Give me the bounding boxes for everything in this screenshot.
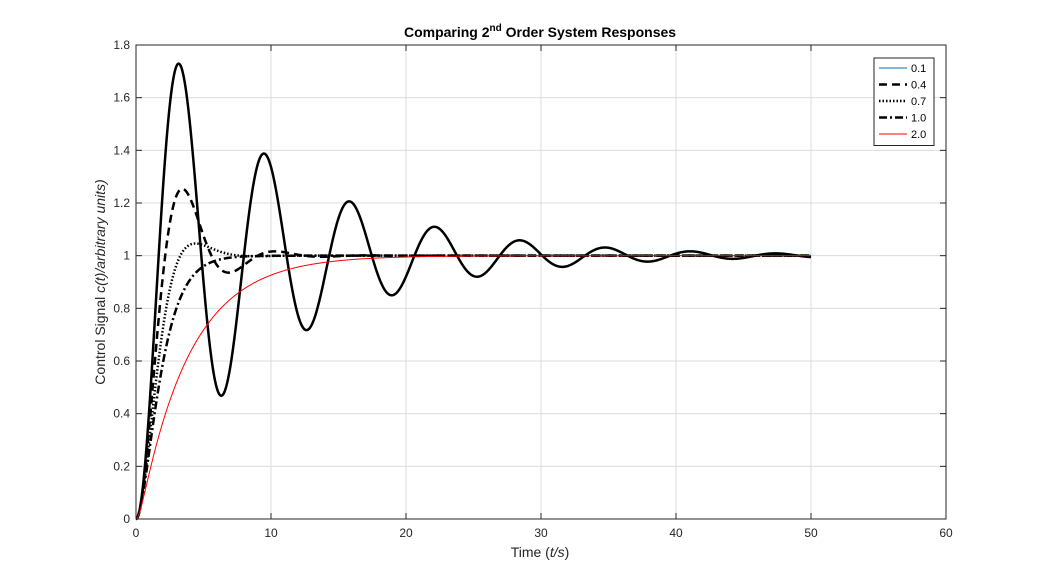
y-tick-label: 1 [123,249,130,263]
x-axis-label: Time (t/s) [511,544,570,560]
legend-label: 0.4 [911,80,926,92]
y-tick-label: 1.2 [113,196,130,210]
y-tick-label: 1.4 [113,143,130,157]
x-tick-label: 60 [939,526,953,540]
series-curves [135,62,812,521]
x-tick-label: 30 [534,526,548,540]
legend: 0.1 0.4 0.7 1.0 2.0 [873,57,935,146]
legend-label: 1.0 [911,113,926,125]
axis-ticks: 0 10 20 30 40 50 60 0 0.2 0.4 0.6 0.8 1 1.2 1.4 1.6 1.8 [113,38,953,540]
x-tick-label: 0 [133,526,140,540]
legend-label: 2.0 [911,129,926,141]
x-tick-label: 20 [399,526,413,540]
y-tick-label: 0.8 [113,301,130,315]
legend-label: 0.1 [911,63,926,75]
series-line-2-0 [135,255,812,520]
x-tick-label: 40 [669,526,683,540]
y-tick-label: 0.6 [113,354,130,368]
legend-label: 0.7 [911,96,926,108]
series-line-0-7 [135,242,812,521]
y-tick-label: 0 [123,512,130,526]
y-tick-label: 1.6 [113,91,130,105]
y-tick-label: 0.4 [113,407,130,421]
chart-title: Comparing 2nd Order System Responses [404,23,676,40]
x-tick-label: 50 [804,526,818,540]
series-line-0-1 [135,62,812,521]
y-axis-label: Control Signal c(t)/arbitrary units) [92,179,108,384]
x-tick-label: 10 [264,526,278,540]
y-tick-label: 1.8 [113,38,130,52]
y-tick-label: 0.2 [113,459,130,473]
